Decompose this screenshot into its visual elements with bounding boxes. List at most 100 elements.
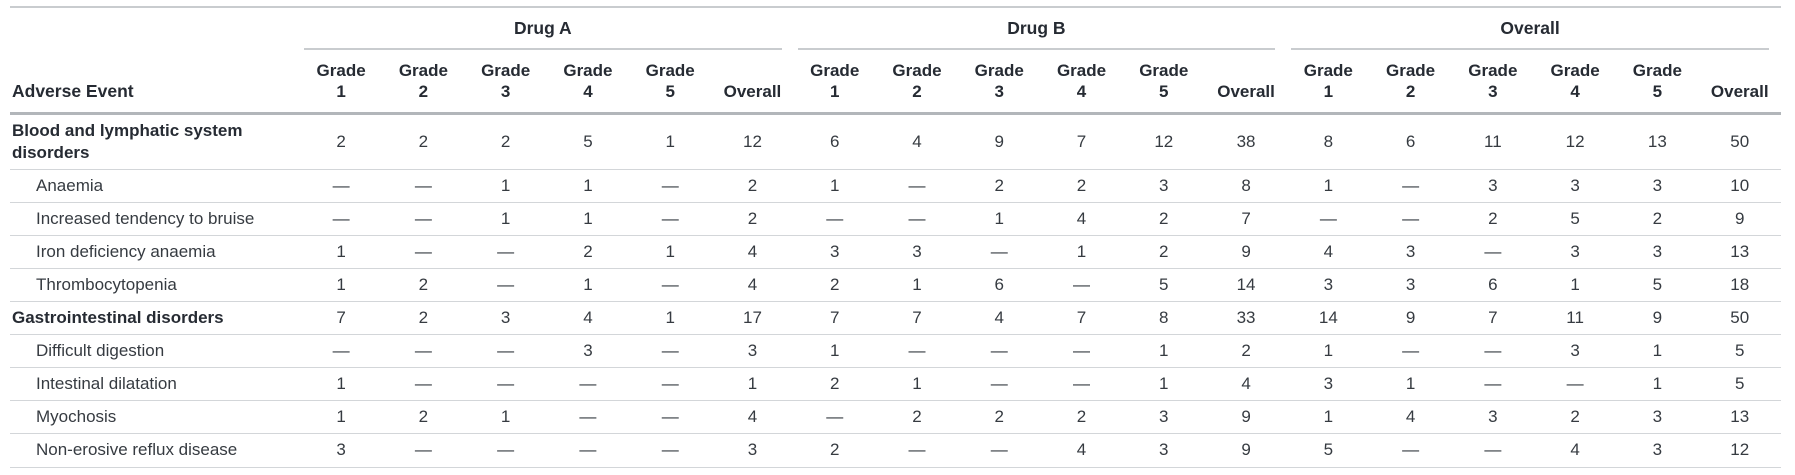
cell: 1	[629, 466, 712, 475]
cell: 2	[1533, 466, 1617, 475]
cell: 3	[875, 234, 959, 269]
cell: —	[629, 267, 712, 302]
cell: —	[1451, 234, 1534, 269]
table-row: Non-erosive reflux disease 3— — — —3 2— —4 3 9 5—…	[10, 433, 1781, 468]
col-header-overall-grade-3: Grade 3	[1451, 50, 1534, 115]
cell: 9	[1204, 466, 1288, 475]
cell: —	[875, 201, 959, 236]
cell: 9	[1698, 201, 1781, 236]
cell: 4	[546, 301, 630, 335]
cell: —	[300, 201, 383, 236]
cell: —	[382, 234, 465, 269]
cell: 1	[300, 234, 383, 269]
col-header-label: Grade 1	[316, 61, 366, 102]
cell: 2	[546, 234, 630, 269]
cell: —	[382, 201, 465, 236]
cell: 4	[875, 466, 959, 475]
group-header-overall: Overall	[1287, 7, 1781, 50]
cell: 11	[1484, 131, 1502, 151]
row-label: Intestinal dilatation	[10, 367, 300, 401]
cell: 7	[300, 301, 383, 335]
cell: 7	[793, 301, 876, 335]
cell: —	[464, 433, 547, 468]
col-header-label: Grade 4	[563, 61, 613, 102]
cell: 4	[711, 400, 794, 434]
col-header-drug-b-grade-4: Grade 4	[1040, 50, 1123, 115]
cell: 1	[546, 267, 630, 302]
col-header-drug-b-grade-1: Grade 1	[793, 50, 876, 115]
cell: —	[793, 400, 876, 434]
cell: 4	[1533, 433, 1617, 468]
cell: —	[629, 334, 712, 368]
col-header-overall-overall: Overall	[1698, 50, 1781, 115]
cell: 1	[1040, 234, 1123, 269]
col-header-drug-b-grade-5: Grade 5	[1122, 50, 1205, 115]
cell: —	[1040, 267, 1123, 302]
cell: 5	[1122, 267, 1205, 302]
cell: —	[300, 168, 383, 203]
cell: —	[958, 367, 1041, 401]
col-header-drug-a-grade-2: Grade 2	[382, 50, 465, 115]
cell: —	[875, 433, 959, 468]
cell: 3	[1287, 367, 1370, 401]
cell: 14	[1204, 267, 1288, 302]
cell: 4	[711, 267, 794, 302]
cell: —	[1451, 334, 1534, 368]
cell: 17	[711, 301, 794, 335]
col-header-label: Grade 3	[974, 61, 1024, 102]
row-label: Anaemia	[10, 168, 300, 203]
cell: 3	[464, 301, 547, 335]
cell: 1	[546, 466, 630, 475]
cell: —	[382, 367, 465, 401]
table-row: Intestinal dilatation 1— — — —1 2 1— —1 4 3 1— —1 5	[10, 367, 1781, 401]
cell: 9	[1204, 433, 1288, 468]
cell: 6	[1451, 267, 1534, 302]
cell: 3	[793, 234, 876, 269]
cell: 9	[1204, 234, 1288, 269]
col-header-label: Grade 2	[1386, 61, 1436, 102]
cell: 1	[793, 168, 876, 203]
cell: 4	[1040, 201, 1123, 236]
cell: —	[1369, 168, 1452, 203]
cell: 11	[1533, 301, 1617, 335]
cell: 4	[1451, 466, 1534, 475]
row-label: Thrombocytopenia	[10, 267, 300, 302]
col-header-overall-grade-2: Grade 2	[1369, 50, 1452, 115]
cell: 6	[711, 466, 794, 475]
row-label: Myochosis	[10, 400, 300, 434]
cell: 2	[793, 466, 876, 475]
cell: 1	[711, 367, 794, 401]
cell: 50	[1730, 131, 1750, 151]
cell: 7	[1076, 131, 1087, 151]
cell: —	[629, 400, 712, 434]
cell: —	[300, 334, 383, 368]
cell: 4	[1369, 400, 1452, 434]
cell: —	[629, 201, 712, 236]
cell: 1	[1287, 168, 1370, 203]
cell: 7	[1451, 301, 1534, 335]
cell: 12	[743, 131, 762, 151]
cell: 2	[958, 466, 1041, 475]
cell: 2	[1040, 168, 1123, 203]
col-header-label: Grade 3	[1468, 61, 1518, 102]
cell: —	[1451, 433, 1534, 468]
cell: 1	[793, 334, 876, 368]
cell: 5	[1287, 433, 1370, 468]
cell: 4	[912, 131, 922, 151]
cell: —	[875, 168, 959, 203]
cell: 9	[1369, 301, 1452, 335]
cell: 8	[1122, 301, 1205, 335]
cell: 3	[1369, 267, 1452, 302]
cell: 12	[1698, 433, 1781, 468]
cell: 38	[1236, 131, 1256, 151]
cell: 3	[711, 433, 794, 468]
cell: 5	[1533, 201, 1617, 236]
cell: 4	[1040, 433, 1123, 468]
cell: 33	[1204, 301, 1288, 335]
cell: 8	[1323, 131, 1334, 151]
cell: 3	[1616, 433, 1699, 468]
cell: 4	[1287, 466, 1370, 475]
col-header-overall-grade-4: Grade 4	[1533, 50, 1617, 115]
row-header: Adverse Event	[10, 50, 300, 115]
table-row: Iron deficiency anaemia 1— —2 1 4 3 3—1 2 9 4 3—3 3…	[10, 234, 1781, 269]
